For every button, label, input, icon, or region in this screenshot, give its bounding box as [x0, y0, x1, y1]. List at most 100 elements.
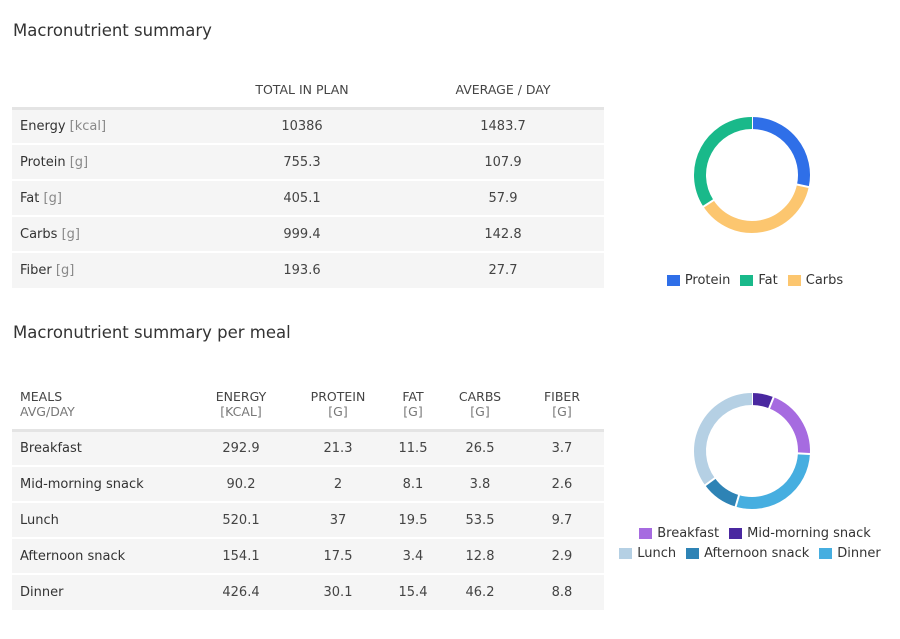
- fiber-cell: 3.7: [520, 429, 604, 466]
- legend-item[interactable]: Breakfast: [639, 526, 719, 541]
- donut-slice-lunch[interactable]: [694, 393, 753, 486]
- slice-separator: [734, 492, 741, 509]
- legend-swatch: [686, 548, 700, 559]
- energy-cell: 90.2: [192, 465, 290, 502]
- donut-slice-protein[interactable]: [751, 117, 810, 188]
- total-cell: 10386: [202, 107, 402, 144]
- row-label: Carbs [g]: [12, 215, 202, 252]
- nutrient-name: Energy: [20, 118, 66, 134]
- protein-cell: 2: [290, 465, 386, 502]
- column-label: FAT: [402, 389, 424, 405]
- fiber-cell: 2.9: [520, 537, 604, 574]
- total-cell: 193.6: [202, 251, 402, 288]
- protein-cell: 21.3: [290, 429, 386, 466]
- meal-legend-row-1: Breakfast Mid-morning snack: [610, 526, 900, 541]
- legend-label: Afternoon snack: [704, 546, 810, 561]
- meal-legend-row-2: Lunch Afternoon snack Dinner: [600, 546, 900, 561]
- legend-swatch: [729, 528, 743, 539]
- nutrient-unit: [g]: [43, 190, 62, 206]
- total-cell: 755.3: [202, 143, 402, 180]
- nutrient-unit: [g]: [55, 263, 75, 278]
- legend-label: Carbs: [805, 273, 844, 288]
- meal-name: Breakfast: [12, 429, 192, 466]
- fiber-cell: 9.7: [520, 501, 604, 538]
- column-label: CARBS: [458, 389, 502, 405]
- fiber-cell: 8.8: [520, 573, 604, 610]
- nutrient-unit: [g]: [69, 154, 89, 170]
- table-row: Energy [kcal] 10386 1483.7: [12, 107, 604, 144]
- fat-cell: 19.5: [386, 501, 440, 538]
- legend-item[interactable]: Afternoon snack: [686, 546, 809, 561]
- row-label: Fiber [g]: [12, 251, 202, 288]
- col-total: TOTAL IN PLAN: [255, 81, 349, 97]
- slice-separator: [794, 183, 811, 189]
- macronutrient-legend: Protein Fat Carbs: [610, 273, 900, 288]
- table-row: Afternoon snack 154.1 17.5 3.4 12.8 2.9: [12, 537, 604, 574]
- nutrient-name: Protein: [20, 154, 66, 170]
- table-row: Mid-morning snack 90.2 2 8.1 3.8 2.6: [12, 465, 604, 502]
- meal-name: Lunch: [12, 501, 192, 538]
- legend-swatch: [639, 528, 653, 539]
- column-sublabel: [G]: [403, 404, 423, 420]
- table-row: Fat [g] 405.1 57.9: [12, 179, 604, 216]
- protein-cell: 30.1: [290, 573, 386, 610]
- legend-label: Lunch: [637, 546, 677, 561]
- per-meal-table: MEALS AVG/DAY ENERGY [KCAL] PROTEIN [G] FAT [G]…: [12, 380, 604, 610]
- legend-item[interactable]: Protein: [666, 273, 730, 288]
- fat-cell: 11.5: [386, 429, 440, 466]
- nutrient-unit: [g]: [61, 226, 80, 242]
- table-row: Protein [g] 755.3 107.9: [12, 143, 604, 180]
- meal-name: Dinner: [12, 573, 192, 610]
- average-cell: 142.8: [402, 215, 604, 252]
- column-sublabel: [G]: [470, 404, 490, 420]
- legend-item[interactable]: Lunch: [619, 546, 676, 561]
- per-meal-title: Macronutrient summary per meal: [13, 323, 291, 342]
- fiber-cell: 2.6: [520, 465, 604, 502]
- protein-cell: 17.5: [290, 537, 386, 574]
- row-label: Fat [g]: [12, 179, 202, 216]
- table-row: Breakfast 292.9 21.3 11.5 26.5 3.7: [12, 429, 604, 466]
- average-cell: 107.9: [402, 143, 604, 180]
- total-cell: 999.4: [202, 215, 402, 252]
- total-cell: 405.1: [202, 179, 402, 216]
- column-header: CARBS [G]: [440, 380, 520, 430]
- table-row: Lunch 520.1 37 19.5 53.5 9.7: [12, 501, 604, 538]
- protein-cell: 37: [290, 501, 386, 538]
- row-label: Energy [kcal]: [12, 107, 202, 144]
- column-sublabel: AVG/DAY: [20, 404, 75, 420]
- carbs-cell: 3.8: [440, 465, 520, 502]
- legend-item[interactable]: Mid-morning snack: [729, 526, 871, 541]
- column-sublabel: [G]: [328, 404, 348, 420]
- donut-slice-mid-morning-snack[interactable]: [751, 393, 774, 409]
- legend-item[interactable]: Carbs: [787, 273, 844, 288]
- table-row: Carbs [g] 999.4 142.8: [12, 215, 604, 252]
- col-average: AVERAGE / DAY: [455, 81, 551, 97]
- legend-item[interactable]: Dinner: [819, 546, 881, 561]
- column-label: FIBER: [543, 389, 581, 405]
- donut-slice-afternoon-snack[interactable]: [705, 477, 740, 507]
- average-cell: 57.9: [402, 179, 604, 216]
- nutrient-name: Fiber: [20, 263, 52, 278]
- meal-name: Mid-morning snack: [12, 465, 192, 502]
- average-cell: 1483.7: [402, 107, 604, 144]
- slice-separator: [795, 452, 812, 456]
- slice-separator: [701, 198, 716, 209]
- legend-label: Dinner: [837, 546, 881, 561]
- average-cell: 27.7: [402, 251, 604, 288]
- donut-slice-fat[interactable]: [694, 117, 753, 207]
- column-sublabel: [G]: [552, 404, 572, 420]
- table-row: Fiber [g] 193.6 27.7: [12, 251, 604, 288]
- column-header: MEALS AVG/DAY: [12, 380, 192, 430]
- legend-item[interactable]: Fat: [740, 273, 778, 288]
- energy-cell: 154.1: [192, 537, 290, 574]
- legend-swatch: [740, 275, 754, 286]
- donut-slice-breakfast[interactable]: [768, 397, 810, 454]
- donut-slice-carbs[interactable]: [703, 184, 809, 233]
- column-label: ENERGY: [215, 389, 267, 405]
- donut-slice-dinner[interactable]: [735, 453, 810, 509]
- nutrient-name: Fat: [20, 190, 40, 206]
- legend-swatch: [666, 275, 680, 286]
- column-label: PROTEIN: [310, 389, 366, 405]
- meal-name: Afternoon snack: [12, 537, 192, 574]
- fat-cell: 15.4: [386, 573, 440, 610]
